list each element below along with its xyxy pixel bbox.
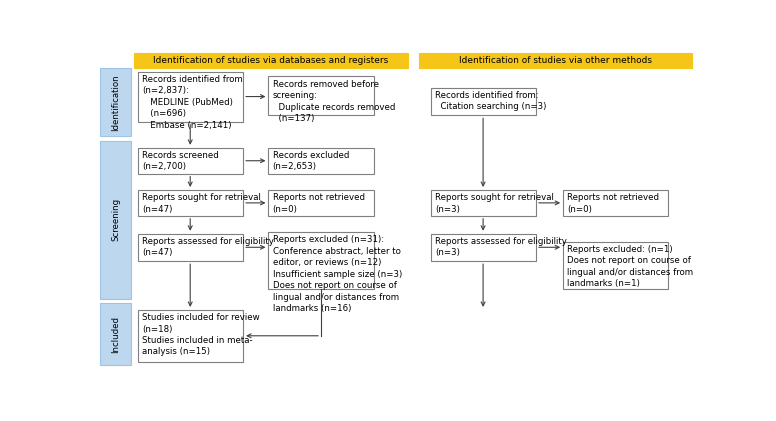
Text: Reports assessed for eligibility
(n=47): Reports assessed for eligibility (n=47): [142, 237, 274, 257]
Text: Reports not retrieved
(n=0): Reports not retrieved (n=0): [272, 193, 365, 213]
Text: Screening: Screening: [111, 198, 120, 242]
Text: Records identified from:
  Citation searching (n=3): Records identified from: Citation search…: [435, 91, 546, 112]
Bar: [268, 77, 374, 115]
Text: Records screened
(n=2,700): Records screened (n=2,700): [142, 151, 219, 171]
Bar: [100, 68, 131, 136]
Text: Studies included for review
(n=18)
Studies included in meta-
analysis (n=15): Studies included for review (n=18) Studi…: [142, 313, 260, 357]
Text: Reports assessed for eligibility
(n=3): Reports assessed for eligibility (n=3): [435, 237, 566, 257]
Text: Reports not retrieved
(n=0): Reports not retrieved (n=0): [567, 193, 660, 213]
Bar: [419, 53, 692, 68]
Text: Records identified from
(n=2,837):
   MEDLINE (PubMed)
   (n=696)
   Embase (n=2: Records identified from (n=2,837): MEDLI…: [142, 75, 243, 130]
Text: Identification of studies via databases and registers: Identification of studies via databases …: [154, 56, 389, 65]
Bar: [563, 190, 668, 216]
Bar: [138, 234, 243, 261]
Bar: [563, 242, 668, 289]
Text: Identification of studies via other methods: Identification of studies via other meth…: [459, 56, 652, 65]
Bar: [138, 148, 243, 174]
Bar: [100, 141, 131, 298]
Text: Records removed before
screening:
  Duplicate records removed
  (n=137): Records removed before screening: Duplic…: [272, 80, 395, 123]
Bar: [268, 190, 374, 216]
Text: Reports excluded: (n=1)
Does not report on course of
lingual and/or distances fr: Reports excluded: (n=1) Does not report …: [567, 245, 694, 288]
Bar: [138, 72, 243, 122]
Bar: [134, 53, 408, 68]
Bar: [431, 234, 536, 261]
Bar: [138, 190, 243, 216]
Text: Reports sought for retrieval
(n=47): Reports sought for retrieval (n=47): [142, 193, 261, 213]
Text: Included: Included: [111, 316, 120, 353]
Bar: [268, 148, 374, 174]
Bar: [431, 88, 536, 115]
Bar: [100, 304, 131, 365]
Text: Reports sought for retrieval
(n=3): Reports sought for retrieval (n=3): [435, 193, 554, 213]
Bar: [138, 310, 243, 362]
Bar: [268, 232, 374, 289]
Bar: [431, 190, 536, 216]
Text: Identification: Identification: [111, 74, 120, 131]
Text: Records excluded
(n=2,653): Records excluded (n=2,653): [272, 151, 349, 171]
Text: Reports excluded (n=31):
Conference abstract, letter to
editor, or reviews (n=12: Reports excluded (n=31): Conference abst…: [272, 235, 402, 313]
